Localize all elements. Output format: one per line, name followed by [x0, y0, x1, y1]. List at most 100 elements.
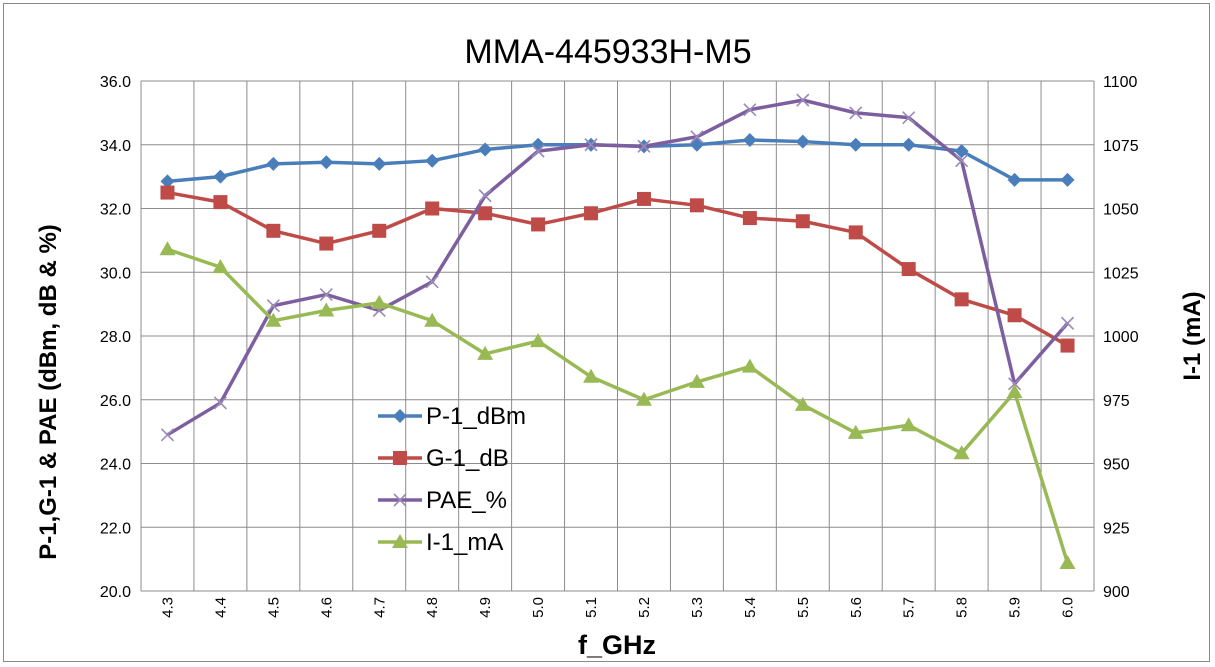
data-point-p-1-dbm	[848, 137, 863, 152]
data-point-p-1-dbm	[160, 174, 175, 189]
data-point-i-1-ma	[424, 312, 441, 327]
data-point-i-1-ma	[847, 424, 864, 439]
data-point-pae-	[266, 299, 280, 313]
data-point-pae-	[584, 138, 598, 152]
data-point-pae-	[690, 130, 704, 144]
data-point-pae-	[319, 287, 333, 302]
data-point-g-1-db	[319, 236, 334, 251]
y-tick-label-left: 20.0	[100, 584, 131, 601]
data-point-p-1-dbm	[478, 142, 493, 157]
x-tick-label: 5.1	[583, 597, 600, 618]
data-point-pae-	[160, 428, 175, 442]
data-point-pae-	[1008, 377, 1022, 391]
data-point-g-1-db	[742, 211, 757, 226]
x-tick-label: 5.6	[848, 597, 865, 618]
y-tick-label-left: 34.0	[100, 138, 131, 155]
y-tick-label-right: 950	[1103, 457, 1130, 474]
data-point-i-1-ma	[530, 333, 547, 348]
legend-marker-i-1-ma	[392, 534, 408, 548]
y-tick-label-right: 975	[1103, 393, 1130, 410]
data-point-g-1-db	[160, 185, 175, 200]
x-tick-label: 6.0	[1060, 597, 1077, 618]
data-point-i-1-ma	[794, 396, 811, 411]
x-tick-label: 5.9	[1007, 597, 1024, 618]
data-point-p-1-dbm	[901, 137, 916, 152]
x-tick-label: 5.2	[636, 597, 653, 618]
legend-label-p-1-dbm: P-1_dBm	[426, 403, 526, 430]
data-point-p-1-dbm	[1007, 172, 1022, 187]
data-point-i-1-ma	[1006, 384, 1023, 399]
data-point-p-1-dbm	[266, 156, 281, 171]
data-point-g-1-db	[213, 195, 228, 210]
legend-marker-p-1-dbm	[393, 409, 407, 423]
legend: P-1_dBm G-1_dB PAE_% I-1_mA	[378, 403, 526, 556]
y-tick-label-right: 925	[1103, 520, 1130, 537]
data-point-pae-	[531, 144, 545, 158]
y-axis-label-left: P-1,G-1 & PAE (dBm, dB & %)	[35, 224, 62, 560]
x-tick-label: 4.4	[212, 597, 229, 618]
axes: 20.0 22.0 24.0 26.0 28.0 30.0 32.0 34.0 36.0 900 9…	[100, 74, 1139, 618]
data-point-i-1-ma	[583, 368, 600, 383]
data-point-p-1-dbm	[1060, 172, 1075, 187]
data-point-i-1-ma	[1059, 554, 1076, 569]
data-point-g-1-db	[901, 262, 916, 277]
data-point-pae-	[478, 189, 492, 203]
legend-label-i-1-ma: I-1_mA	[426, 529, 503, 556]
data-point-i-1-ma	[265, 312, 282, 327]
series-layer	[159, 93, 1076, 569]
x-tick-label: 4.8	[424, 597, 441, 618]
data-point-p-1-dbm	[319, 155, 334, 170]
data-point-i-1-ma	[741, 358, 758, 373]
legend-marker-g-1-db	[393, 451, 407, 465]
series-line-g-1-db	[167, 190, 1069, 348]
x-axis-label: f_GHz	[578, 630, 656, 660]
x-tick-label: 4.9	[477, 597, 494, 618]
data-point-g-1-db	[531, 217, 546, 232]
y-tick-label-left: 26.0	[100, 393, 131, 410]
data-point-i-1-ma	[900, 417, 917, 432]
y-tick-label-right: 900	[1103, 584, 1130, 601]
legend-marker-pae-	[393, 493, 407, 507]
legend-label-pae-: PAE_%	[426, 487, 507, 514]
data-point-g-1-db	[689, 198, 704, 213]
y-tick-label-right: 1075	[1103, 138, 1139, 155]
data-point-pae-	[849, 106, 863, 120]
x-tick-label: 5.0	[530, 597, 547, 618]
data-point-i-1-ma	[635, 391, 652, 406]
data-point-p-1-dbm	[372, 156, 387, 171]
y-tick-label-right: 1050	[1103, 202, 1139, 219]
data-point-pae-	[637, 139, 651, 153]
data-point-i-1-ma	[953, 445, 970, 460]
series-line-pae-	[166, 98, 1069, 437]
y-tick-label-left: 22.0	[100, 520, 131, 537]
data-point-p-1-dbm	[742, 132, 757, 147]
data-point-pae-	[796, 93, 810, 107]
x-tick-label: 4.7	[371, 597, 388, 618]
data-point-pae-	[902, 111, 916, 125]
data-point-p-1-dbm	[213, 169, 228, 184]
x-tick-label: 4.5	[265, 597, 282, 618]
data-point-g-1-db	[1060, 338, 1075, 353]
series-line-i-1-ma	[166, 247, 1070, 564]
y-tick-label-right: 1000	[1103, 329, 1139, 346]
y-tick-label-right: 1100	[1103, 74, 1138, 91]
data-point-pae-	[743, 103, 757, 117]
x-tick-label: 5.7	[901, 597, 918, 618]
data-point-g-1-db	[1007, 308, 1022, 323]
data-point-g-1-db	[954, 292, 969, 307]
data-point-pae-	[955, 154, 969, 168]
x-tick-label: 5.8	[954, 597, 971, 618]
data-point-g-1-db	[584, 206, 599, 221]
data-point-i-1-ma	[318, 302, 335, 317]
data-point-p-1-dbm	[425, 153, 440, 168]
legend-label-g-1-db: G-1_dB	[426, 445, 509, 472]
data-point-g-1-db	[848, 225, 863, 240]
x-tick-label: 4.3	[159, 597, 176, 618]
data-point-g-1-db	[266, 223, 281, 238]
x-tick-label: 5.3	[689, 597, 706, 618]
y-axis-label-right: I-1 (mA)	[1179, 291, 1206, 380]
y-tick-label-left: 28.0	[100, 329, 131, 346]
data-point-g-1-db	[425, 201, 440, 216]
data-point-g-1-db	[372, 223, 387, 238]
